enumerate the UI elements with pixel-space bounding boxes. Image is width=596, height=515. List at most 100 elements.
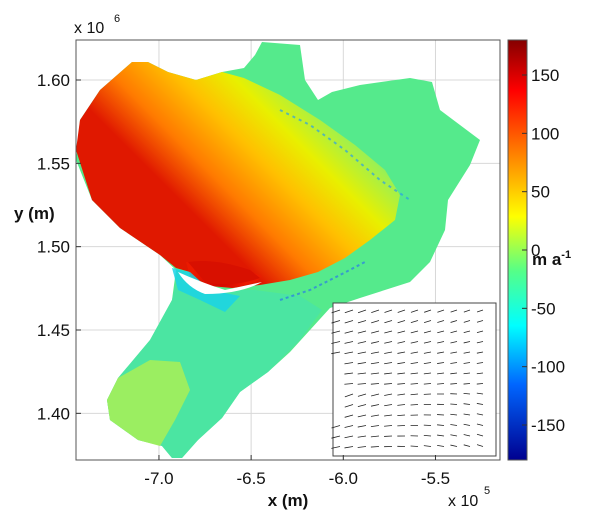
- vector-arrow: [463, 351, 471, 354]
- vector-arrow: [437, 351, 445, 354]
- vector-arrow: [410, 351, 419, 354]
- vector-arrow: [410, 330, 419, 334]
- vector-arrow: [357, 341, 367, 344]
- vector-arrow: [476, 372, 484, 375]
- vector-arrow: [370, 404, 380, 407]
- vector-arrow: [331, 320, 341, 324]
- x-tick-label: -6.0: [329, 469, 358, 488]
- vector-arrow: [476, 413, 484, 416]
- vector-arrow: [450, 444, 458, 447]
- y-axis-ticks: 1.60 1.55 1.50 1.45 1.40: [37, 71, 81, 423]
- x-tick-label: -5.5: [421, 469, 450, 488]
- vector-arrow: [450, 372, 458, 375]
- vector-arrow: [463, 393, 471, 395]
- vector-arrow: [476, 444, 484, 447]
- vector-arrow: [450, 341, 458, 344]
- vector-arrow: [397, 414, 406, 417]
- vector-arrow: [384, 351, 393, 354]
- vector-arrow: [384, 404, 393, 407]
- vector-arrow: [331, 435, 341, 439]
- glacier-trunk: [76, 62, 400, 288]
- vector-arrow: [437, 383, 445, 385]
- vector-arrow: [410, 393, 419, 396]
- vector-arrow: [357, 309, 367, 314]
- vector-arrow: [476, 320, 484, 323]
- vector-arrow: [384, 330, 393, 334]
- y-exponent-power: 6: [114, 13, 120, 25]
- vector-arrow: [450, 413, 458, 416]
- vector-arrow: [384, 414, 393, 417]
- vector-arrow: [370, 425, 380, 428]
- vector-arrow: [397, 330, 406, 334]
- vector-arrow: [331, 351, 341, 355]
- vector-arrow: [371, 320, 380, 324]
- vector-arrow: [344, 446, 354, 449]
- inset-frame: [332, 302, 497, 457]
- vector-arrow: [397, 341, 406, 344]
- y-exponent-base: x 10: [74, 20, 104, 37]
- vector-arrow: [331, 341, 341, 344]
- vector-arrow: [344, 425, 354, 428]
- vector-arrow: [397, 383, 406, 385]
- x-tick-label: -6.5: [236, 469, 265, 488]
- vector-arrow: [384, 383, 393, 385]
- shelf-gap: [178, 272, 262, 294]
- vector-arrow: [384, 362, 393, 365]
- vector-arrow: [463, 330, 471, 334]
- vector-arrow: [410, 341, 419, 344]
- colorbar-tick-label: -150: [531, 416, 565, 435]
- vector-arrow: [331, 425, 341, 429]
- vector-arrow: [370, 446, 380, 448]
- vector-arrow: [437, 424, 445, 426]
- vector-arrow: [410, 320, 419, 324]
- vector-arrow: [423, 351, 432, 354]
- vector-arrow: [423, 445, 432, 447]
- vector-arrow: [423, 383, 432, 385]
- vector-arrow: [344, 435, 354, 439]
- vector-arrow: [450, 434, 458, 437]
- vector-arrow: [370, 341, 380, 344]
- vector-arrow: [463, 341, 471, 344]
- vector-arrow: [423, 362, 432, 365]
- colorbar-tick-label: 50: [531, 183, 550, 202]
- vector-arrow: [384, 372, 393, 375]
- vector-arrow: [463, 444, 471, 447]
- colorbar-tick-label: 0: [531, 241, 540, 260]
- vector-arrow: [357, 414, 367, 418]
- vector-arrow: [344, 330, 354, 334]
- vector-arrow: [370, 383, 380, 385]
- vector-arrow: [450, 351, 458, 354]
- vector-arrow: [423, 341, 432, 344]
- vector-arrow: [437, 444, 445, 447]
- y-tick-label: 1.50: [37, 238, 70, 257]
- x-axis-ticks: -7.0 -6.5 -6.0 -5.5: [144, 455, 450, 488]
- vector-arrow: [437, 341, 445, 344]
- shear-margin: [279, 109, 411, 201]
- y-tick-label: 1.60: [37, 71, 70, 90]
- vector-arrow: [344, 404, 354, 408]
- vector-arrow: [357, 362, 367, 365]
- colorbar-tick-label: 150: [531, 66, 559, 85]
- vector-arrow: [450, 330, 458, 334]
- x-axis-label: x (m): [268, 491, 309, 510]
- velocity-vector-inset: [331, 302, 497, 457]
- vector-arrow: [463, 423, 471, 426]
- y-axis-label: y (m): [14, 204, 55, 223]
- vector-arrow: [397, 404, 406, 406]
- vector-arrow: [476, 403, 484, 405]
- vector-arrow: [423, 434, 432, 437]
- vector-arrow: [331, 446, 341, 449]
- vector-arrow: [476, 392, 484, 395]
- vector-arrow: [397, 351, 406, 354]
- vector-arrow: [370, 414, 380, 417]
- vector-arrow: [410, 372, 419, 375]
- vector-arrow: [344, 309, 354, 314]
- vector-arrow: [476, 433, 484, 437]
- vector-arrow: [397, 320, 406, 324]
- x-exponent-power: 5: [484, 485, 490, 497]
- vector-arrow: [437, 434, 445, 437]
- vector-arrow: [463, 372, 471, 375]
- vector-arrow: [357, 351, 367, 354]
- vector-arrow: [357, 372, 367, 375]
